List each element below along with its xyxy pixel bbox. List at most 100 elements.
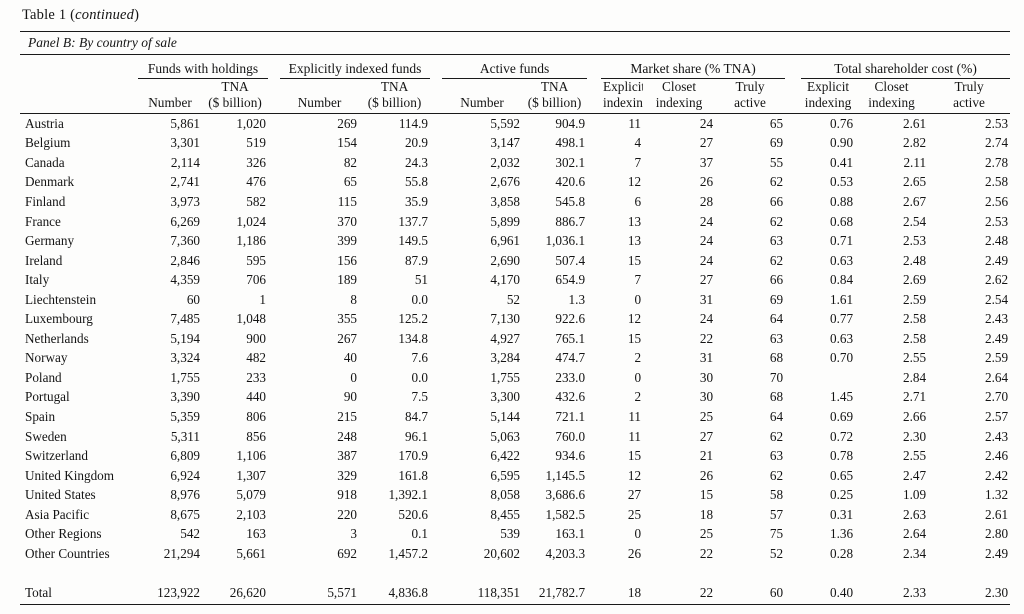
cell-value: 1,036.1 — [545, 233, 586, 249]
cell-value: 2.11 — [903, 154, 927, 170]
cell-value: 760.0 — [555, 428, 586, 444]
gap — [785, 134, 801, 154]
cell-value: 149.5 — [398, 233, 429, 249]
cell-value: 87.9 — [404, 252, 429, 268]
cell-value: 2.67 — [902, 193, 927, 209]
cell-value: 114.9 — [398, 115, 429, 131]
cell-value: 12 — [627, 311, 642, 327]
cell-value: 3,973 — [170, 193, 200, 209]
cell-value: 5,311 — [170, 428, 200, 444]
cell-value: 7,485 — [170, 311, 200, 327]
gap — [430, 581, 443, 605]
cell-value: 52 — [769, 545, 784, 561]
cell-country: Asia Pacific — [25, 506, 90, 522]
gap — [268, 524, 280, 544]
subheader-number: Number — [138, 95, 202, 114]
table-sheet: Panel B: By country of sale Funds with h… — [20, 31, 1011, 605]
cell-value: 2.30 — [928, 581, 1011, 605]
gap — [587, 544, 601, 564]
cell-value: 5,592 — [490, 115, 521, 131]
cell-country: Ireland — [25, 252, 63, 268]
cell-value: 0 — [634, 291, 642, 307]
gap — [587, 290, 601, 310]
table-row: Other Regions 542 163 3 0.1 539 163.1 0 … — [20, 524, 1010, 544]
cell-value: 75 — [769, 526, 784, 542]
table-header: Funds with holdings Explicitly indexed f… — [20, 55, 1011, 114]
gap — [430, 466, 442, 486]
gap — [430, 309, 442, 329]
cell-value: 63 — [769, 233, 784, 249]
cell-value: 440 — [246, 389, 266, 405]
cell-value: 5,899 — [490, 213, 521, 229]
cell-value: 63 — [769, 330, 784, 346]
cell-value: 2.53 — [902, 233, 927, 249]
cell-value: 2.55 — [902, 448, 927, 464]
gap — [430, 95, 443, 114]
cell-value: 2.59 — [984, 350, 1009, 366]
gap — [268, 309, 280, 329]
cell-value — [801, 564, 855, 582]
subheader-row-top: TNA TNA TNA Explicit Closet Truly Explic… — [20, 79, 1010, 96]
cell-value: 27 — [699, 272, 714, 288]
cell-value: 11 — [628, 408, 642, 424]
cell-value: 62 — [769, 213, 784, 229]
gap — [268, 95, 280, 114]
group-funds-with-holdings: Funds with holdings — [138, 55, 268, 79]
cell-value: 267 — [337, 330, 357, 346]
cell-value: 7.5 — [411, 389, 429, 405]
group-active-funds: Active funds — [442, 55, 588, 79]
cell-value: 6,809 — [170, 448, 200, 464]
cell-value: 0.28 — [829, 545, 854, 561]
cell-value: 163.1 — [555, 526, 586, 542]
cell-value: 7,360 — [170, 233, 200, 249]
gap — [785, 212, 801, 232]
cell-value: 2.33 — [855, 581, 929, 605]
cell-value: 21 — [699, 448, 714, 464]
cell-value: 2.61 — [902, 115, 927, 131]
cell-value: 1.61 — [829, 291, 854, 307]
cell-value: 52 — [506, 291, 521, 307]
subheader-tna: TNA — [380, 79, 409, 94]
gap — [785, 55, 801, 79]
gap — [268, 173, 280, 193]
cell-value: 2.71 — [902, 389, 927, 405]
gap — [20, 95, 138, 114]
table-row: Ireland 2,846 595 156 87.9 2,690 507.4 1… — [20, 251, 1010, 271]
cell-value: 476 — [246, 174, 266, 190]
cell-value: 2.53 — [984, 115, 1009, 131]
cell-value: 18 — [601, 581, 644, 605]
cell-value: 0.90 — [829, 135, 854, 151]
cell-value: 5,861 — [170, 115, 200, 131]
cell-value: 0.70 — [829, 350, 854, 366]
cell-value: 2.65 — [902, 174, 927, 190]
cell-value: 3,147 — [490, 135, 521, 151]
cell-value: 6,961 — [490, 233, 521, 249]
cell-value — [715, 564, 785, 582]
cell-value: 22 — [699, 545, 714, 561]
cell-value: 2.64 — [902, 526, 927, 542]
cell-value: 90 — [343, 389, 357, 405]
gap — [268, 55, 280, 79]
cell-value: 1,755 — [490, 369, 521, 385]
cell-value: 595 — [246, 252, 266, 268]
gap — [430, 55, 442, 79]
cell-value: 15 — [699, 487, 714, 503]
gap — [785, 309, 801, 329]
gap — [587, 95, 602, 114]
cell-value: 134.8 — [398, 330, 429, 346]
cell-value: 20.9 — [404, 135, 429, 151]
gap — [430, 407, 442, 427]
cell-value: 68 — [769, 350, 784, 366]
gap — [785, 192, 801, 212]
cell-value: 432.6 — [555, 389, 586, 405]
cell-value: 11 — [628, 115, 642, 131]
cell-value: 900 — [246, 330, 266, 346]
cell-value: 8,976 — [170, 487, 200, 503]
cell-value: 2,032 — [490, 154, 521, 170]
cell-value: 1,024 — [236, 213, 266, 229]
cell-value: 2.42 — [984, 467, 1009, 483]
cell-value: 64 — [769, 311, 784, 327]
cell-value: 7.6 — [411, 350, 429, 366]
gap — [430, 368, 442, 388]
gap — [430, 388, 442, 408]
